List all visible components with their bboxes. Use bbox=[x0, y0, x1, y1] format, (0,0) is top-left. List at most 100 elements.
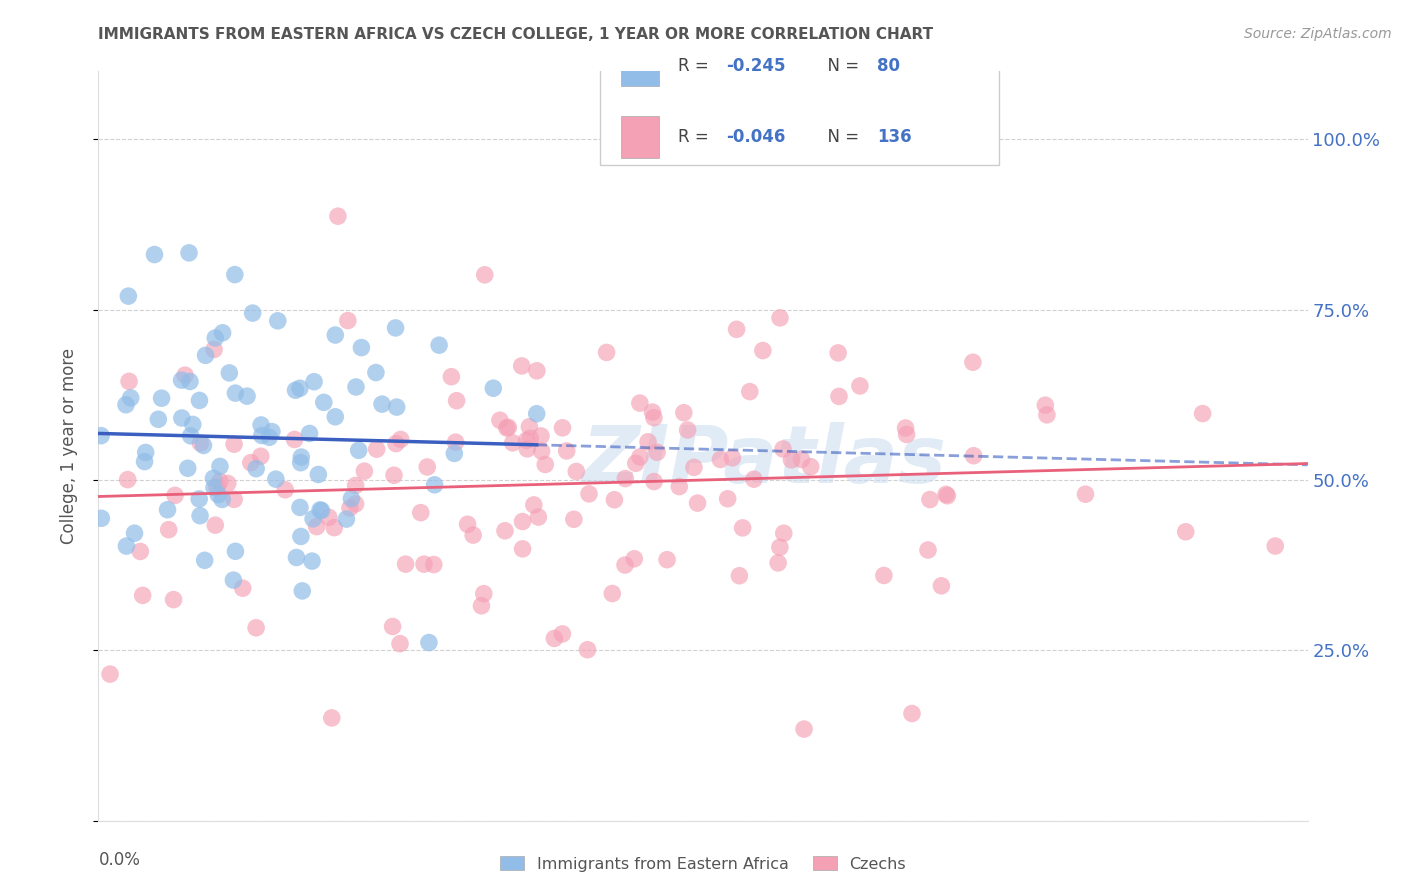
FancyBboxPatch shape bbox=[621, 45, 659, 87]
Point bbox=[381, 619, 404, 633]
Point bbox=[115, 398, 138, 412]
Text: -0.046: -0.046 bbox=[725, 128, 786, 146]
Point bbox=[340, 491, 363, 506]
Point bbox=[530, 429, 553, 443]
Point bbox=[472, 587, 495, 601]
Point bbox=[931, 579, 953, 593]
Point bbox=[156, 502, 179, 516]
Point bbox=[188, 508, 211, 523]
Point bbox=[249, 449, 271, 463]
Point bbox=[512, 541, 534, 556]
Point bbox=[335, 512, 357, 526]
Point bbox=[181, 417, 204, 432]
Point bbox=[917, 543, 939, 558]
Point bbox=[443, 446, 465, 460]
Point bbox=[731, 521, 754, 535]
Point bbox=[323, 409, 346, 424]
Point bbox=[413, 557, 436, 571]
Point bbox=[565, 465, 588, 479]
Point bbox=[512, 515, 534, 529]
Point bbox=[418, 635, 440, 649]
Point bbox=[202, 481, 225, 495]
Point bbox=[769, 310, 792, 325]
Point bbox=[284, 383, 307, 397]
Point bbox=[364, 366, 387, 380]
Point bbox=[728, 568, 751, 582]
Point bbox=[177, 245, 200, 260]
Text: ZIPatlas: ZIPatlas bbox=[581, 422, 946, 500]
Point bbox=[416, 460, 439, 475]
Point bbox=[474, 268, 496, 282]
Point bbox=[239, 456, 262, 470]
Point bbox=[526, 364, 548, 378]
Point bbox=[301, 554, 323, 568]
Text: 0.0%: 0.0% bbox=[98, 851, 141, 869]
Text: 136: 136 bbox=[877, 128, 911, 146]
Point bbox=[204, 331, 226, 345]
Point bbox=[245, 621, 267, 635]
Point bbox=[388, 637, 411, 651]
Point bbox=[686, 496, 709, 510]
Point bbox=[288, 381, 311, 395]
Text: N =: N = bbox=[817, 128, 865, 146]
Point bbox=[672, 406, 695, 420]
Point bbox=[551, 421, 574, 435]
Point bbox=[709, 452, 731, 467]
Point bbox=[179, 375, 201, 389]
Point bbox=[302, 512, 325, 526]
Point bbox=[595, 345, 617, 359]
Point bbox=[344, 380, 367, 394]
Point bbox=[242, 306, 264, 320]
Point bbox=[285, 550, 308, 565]
Point bbox=[628, 396, 651, 410]
Point bbox=[936, 489, 959, 503]
Point bbox=[382, 468, 405, 483]
Point bbox=[150, 391, 173, 405]
Text: R =: R = bbox=[678, 57, 714, 75]
Point bbox=[267, 314, 290, 328]
Point bbox=[643, 410, 665, 425]
Point bbox=[385, 400, 408, 414]
Point bbox=[526, 407, 548, 421]
Point bbox=[323, 521, 346, 535]
Point bbox=[350, 341, 373, 355]
Point bbox=[489, 413, 512, 427]
Point bbox=[307, 467, 329, 482]
Point bbox=[683, 460, 706, 475]
Legend: Immigrants from Eastern Africa, Czechs: Immigrants from Eastern Africa, Czechs bbox=[492, 848, 914, 880]
Point bbox=[157, 523, 180, 537]
Point bbox=[118, 375, 141, 389]
Point bbox=[311, 503, 333, 517]
Point bbox=[873, 568, 896, 582]
Point bbox=[305, 519, 328, 533]
Point bbox=[655, 552, 678, 566]
Point bbox=[323, 328, 346, 343]
Point bbox=[828, 389, 851, 403]
Point bbox=[207, 488, 229, 502]
Point bbox=[641, 405, 664, 419]
Point bbox=[264, 472, 287, 486]
Point bbox=[643, 475, 665, 489]
Point bbox=[211, 492, 233, 507]
Point bbox=[738, 384, 761, 399]
Point bbox=[222, 573, 245, 587]
Point bbox=[90, 511, 112, 525]
Point bbox=[423, 478, 446, 492]
Point bbox=[519, 419, 541, 434]
Point bbox=[717, 491, 740, 506]
Point bbox=[389, 433, 412, 447]
Point bbox=[901, 706, 924, 721]
Point bbox=[780, 452, 803, 467]
Point bbox=[766, 556, 789, 570]
Point bbox=[793, 722, 815, 736]
Point bbox=[344, 478, 367, 492]
Text: N =: N = bbox=[817, 57, 865, 75]
Point bbox=[603, 492, 626, 507]
Point bbox=[463, 528, 485, 542]
Point bbox=[202, 343, 225, 357]
Point bbox=[318, 510, 340, 524]
Point bbox=[1074, 487, 1097, 501]
Point bbox=[291, 583, 314, 598]
Point bbox=[321, 711, 343, 725]
Point bbox=[1174, 524, 1197, 539]
